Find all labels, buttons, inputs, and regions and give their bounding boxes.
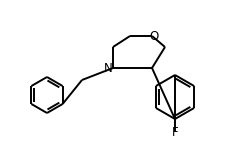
Text: O: O [149,30,159,43]
Text: N: N [104,61,112,75]
Text: F: F [172,127,178,140]
